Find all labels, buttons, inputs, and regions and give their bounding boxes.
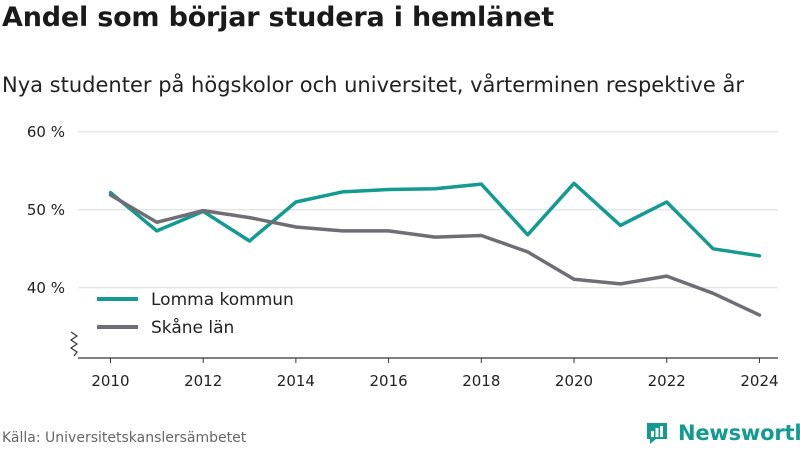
x-tick-label: 2014 — [277, 372, 315, 390]
y-tick-label: 60 % — [27, 123, 65, 141]
x-tick-label: 2020 — [555, 372, 593, 390]
axis-break-icon — [69, 331, 79, 357]
brand-logo: Newsworthy — [644, 420, 800, 446]
source-note: Källa: Universitetskanslersämbetet — [2, 430, 247, 446]
x-tick-label: 2016 — [370, 372, 408, 390]
x-tick-label: 2018 — [462, 372, 500, 390]
y-tick-label: 50 % — [27, 201, 65, 219]
newsworthy-icon — [647, 423, 667, 444]
x-tick-label: 2022 — [648, 372, 686, 390]
x-tick-label: 2010 — [91, 372, 129, 390]
series-line-skane — [108, 193, 762, 317]
legend-label: Lomma kommun — [151, 290, 294, 310]
chart-subtitle: Nya studenter på högskolor och universit… — [2, 73, 744, 97]
x-tick-label: 2012 — [184, 372, 222, 390]
chart-title: Andel som börjar studera i hemlänet — [2, 2, 554, 33]
brand-name: Newsworthy — [678, 421, 800, 445]
x-tick-label: 2024 — [740, 372, 778, 390]
legend-label: Skåne län — [151, 317, 234, 338]
y-tick-label: 40 % — [27, 279, 65, 297]
series-line-lomma — [108, 181, 762, 258]
